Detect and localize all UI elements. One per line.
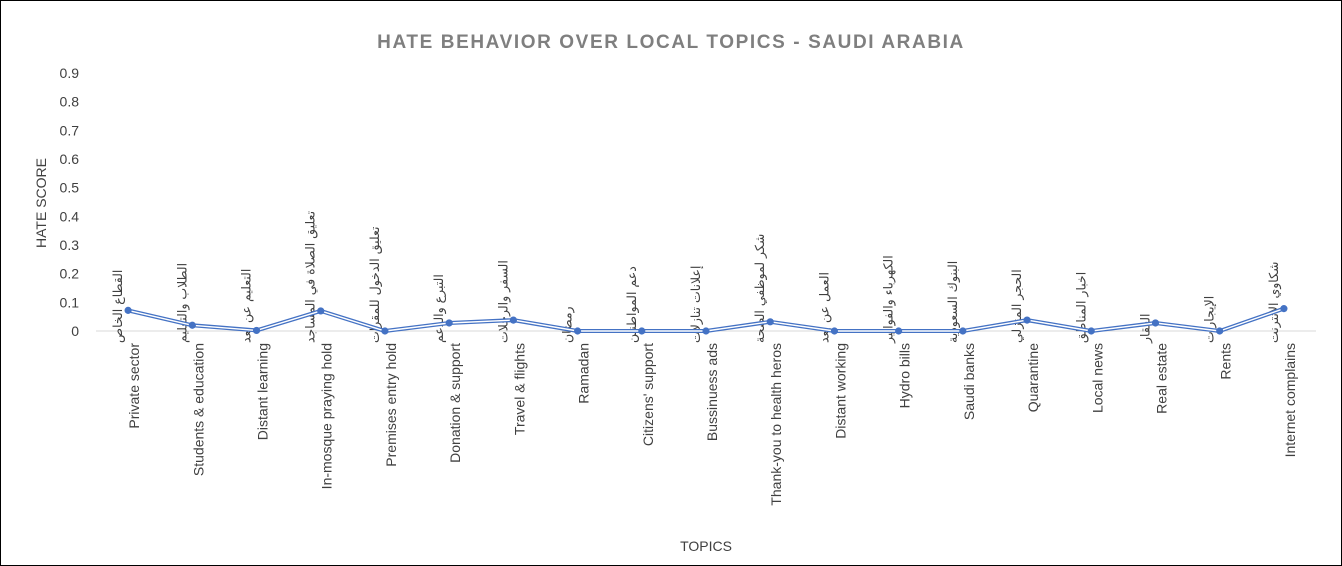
data-point [1023,316,1031,324]
x-category-label-english: Donation & support [447,343,463,463]
x-category-label-arabic: التبرع والدعم [431,274,447,343]
data-point [895,327,903,335]
x-category-label-english: Quarantine [1025,343,1041,412]
data-point [1087,327,1095,335]
x-category-label-arabic: تعليق الصلاة في المساجد [303,210,319,343]
x-category-label-english: Distant working [832,343,848,439]
x-category-label-arabic: البنوك السعودية [945,261,961,343]
x-category-label-english: Saudi banks [961,343,977,420]
data-point [509,316,517,324]
data-point [1151,319,1160,327]
y-axis: 0 0.1 0.2 0.3 0.4 0.5 0.6 0.7 0.8 0.9 [60,65,80,339]
x-category-label-english: Thank-you to health heros [768,343,784,506]
x-category-label-english: Citizens' support [640,343,656,446]
x-category-label-english: Students & education [190,343,206,476]
y-tick-label: 0.5 [60,180,80,196]
x-category-label-arabic: الكهرباء والفواتير [881,255,897,344]
data-point [830,327,839,335]
y-tick-label: 0.4 [60,208,80,224]
x-category-label-english: Hydro bills [897,343,913,408]
x-category-label-arabic: شكاوي الانترنت [1266,262,1282,343]
x-category-label-english: Internet complains [1282,343,1298,457]
data-point [1280,305,1288,313]
x-category-label-arabic: العمل عن بعد [816,272,832,343]
x-category-label-english: Private sector [126,343,142,429]
data-point [445,319,453,327]
x-category-label-arabic: الطلاب والتعليم [174,263,190,343]
data-point [702,327,710,335]
x-category-label-arabic: التعليم عن بعد [239,269,255,343]
x-category-label-arabic: شكر لموظفي الصحة [752,234,768,343]
x-category-label-arabic: الحجر المنزلي [1009,269,1025,343]
y-tick-label: 0.9 [60,65,80,81]
x-category-label-arabic: الإيجارات [1202,296,1218,343]
x-category-label-arabic: دعم المواطنين [624,266,640,343]
x-category-label-english: Local news [1089,343,1105,413]
x-category-label-arabic: اخبار المناطق [1073,272,1089,343]
x-category-label-arabic: السفر والرحلات [495,260,511,343]
data-point [252,326,261,335]
data-point [573,327,582,335]
x-category-label-english: Rents [1218,343,1234,380]
data-point [124,306,132,314]
y-tick-label: 0.7 [60,122,80,138]
y-tick-label: 0.6 [60,151,80,167]
x-category-label-english: In-mosque praying hold [319,343,335,489]
chart-title: HATE BEHAVIOR OVER LOCAL TOPICS - SAUDI … [377,32,965,53]
y-tick-label: 0.2 [60,266,80,282]
x-category-label-english: Ramadan [576,343,592,404]
series-group [124,305,1288,335]
x-category-label-english: Distant learning [255,343,271,440]
x-axis-title: TOPICS [680,538,732,554]
x-category-label-arabic: رمضان [560,306,576,343]
data-point [188,321,196,329]
x-category-label-arabic: تعليق الدخول للمقرات [367,226,383,343]
y-axis-title: HATE SCORE [33,158,49,248]
x-category-label-english: Real estate [1153,343,1169,414]
y-tick-label: 0 [71,323,79,339]
x-category-label-arabic: القطاع الخاص [110,270,126,343]
data-point [766,318,774,326]
y-tick-label: 0.1 [60,294,80,310]
x-category-label-arabic: العقار [1137,314,1153,344]
data-point [1216,327,1224,335]
x-category-label-english: Bussinuess ads [704,343,720,441]
x-category-label-english: Premises entry hold [383,343,399,467]
x-category-label-english: Travel & flights [511,343,527,435]
data-point [317,307,325,315]
data-point [381,327,389,335]
x-category-label-arabic: إعلانات تنازلات [688,266,704,343]
data-point [638,327,646,335]
y-tick-label: 0.8 [60,94,80,110]
y-tick-label: 0.3 [60,237,80,253]
data-point [959,327,967,335]
